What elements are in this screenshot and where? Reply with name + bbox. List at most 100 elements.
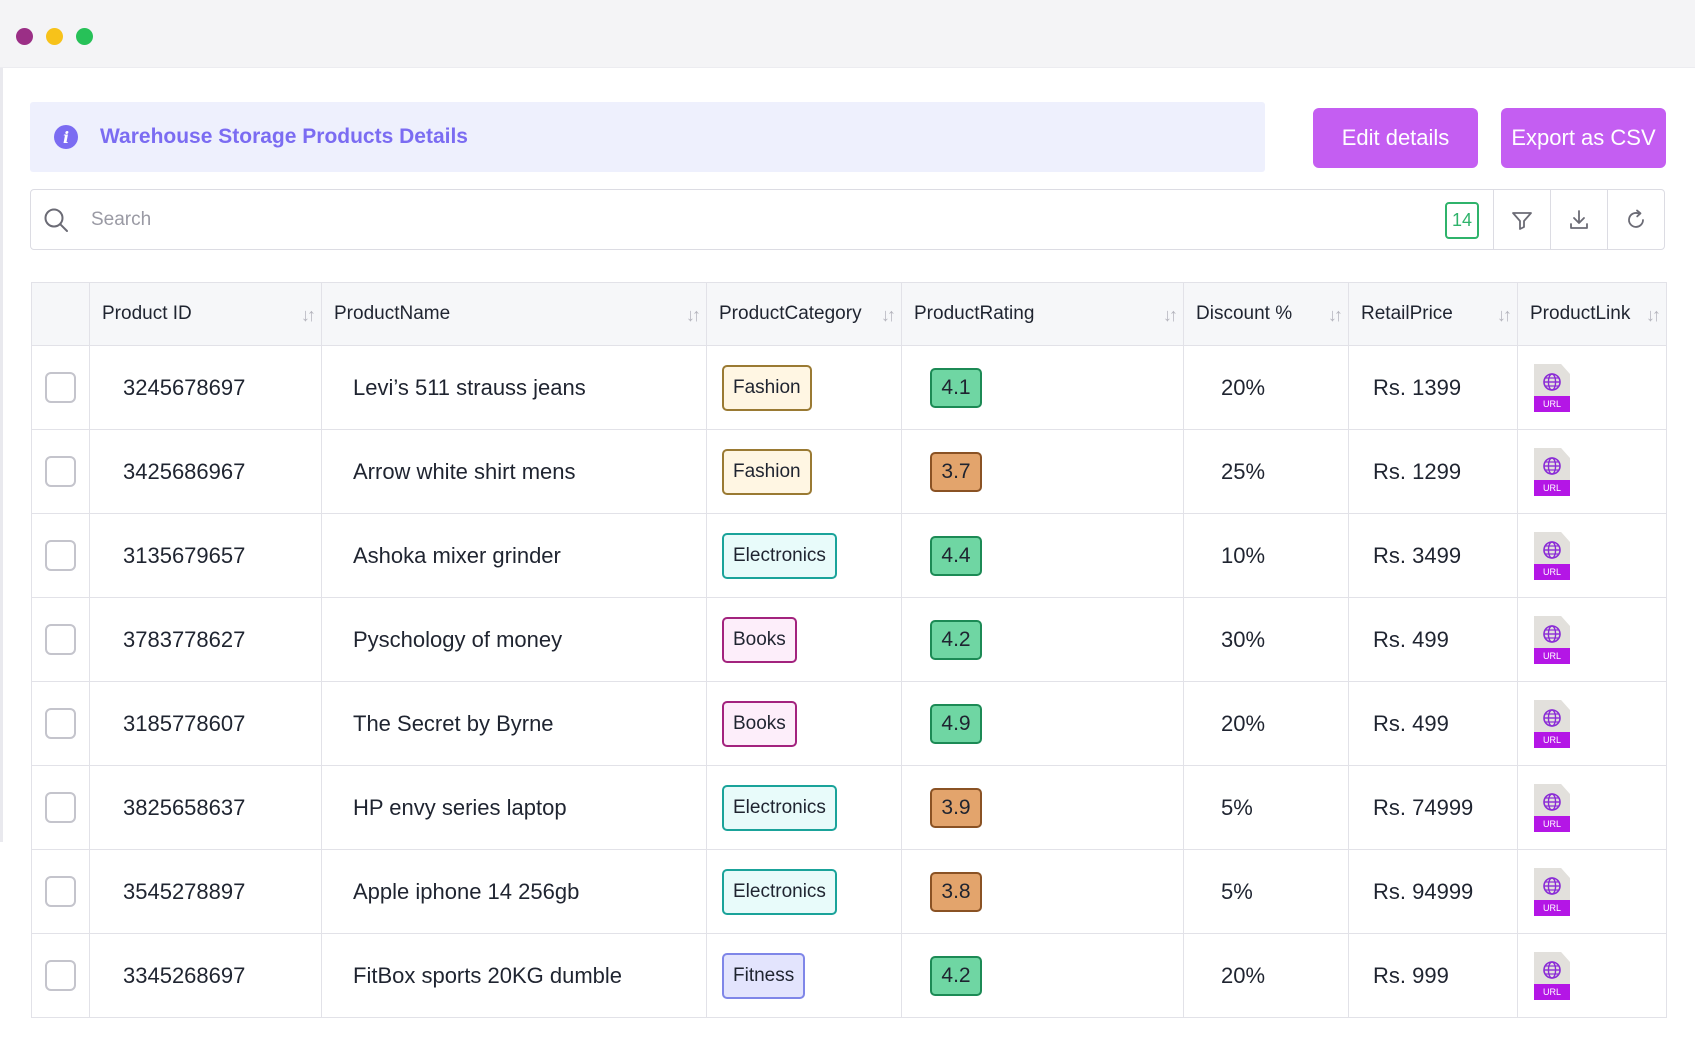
retail-price-cell: Rs. 499 <box>1348 681 1518 766</box>
rating-cell: 4.1 <box>901 345 1184 430</box>
retail-price-cell: Rs. 1299 <box>1348 429 1518 514</box>
retail-price-cell: Rs. 74999 <box>1348 765 1518 850</box>
globe-icon <box>1543 876 1561 895</box>
row-select-cell <box>31 513 90 598</box>
table-header-row: Product ID ↓↑ ProductName ↓↑ ProductCatego… <box>31 282 1667 346</box>
table-row[interactable]: 3783778627 Pyschology of money Books 4.2… <box>31 597 1667 682</box>
table-row[interactable]: 3345268697 FitBox sports 20KG dumble Fit… <box>31 933 1667 1018</box>
page-banner: i Warehouse Storage Products Details <box>30 102 1265 172</box>
url-file-icon[interactable]: URL <box>1534 951 1570 1000</box>
product-link-cell: URL <box>1517 345 1667 430</box>
product-id-cell: 3135679657 <box>89 513 322 598</box>
rating-cell: 3.8 <box>901 849 1184 934</box>
refresh-button[interactable] <box>1607 190 1664 249</box>
window-minimize-button[interactable] <box>46 28 63 45</box>
rating-cell: 3.9 <box>901 765 1184 850</box>
url-file-icon[interactable]: URL <box>1534 531 1570 580</box>
download-icon <box>1570 209 1588 229</box>
product-id-cell: 3245678697 <box>89 345 322 430</box>
url-file-icon[interactable]: URL <box>1534 615 1570 664</box>
product-name-cell: The Secret by Byrne <box>321 681 707 766</box>
url-file-icon[interactable]: URL <box>1534 447 1570 496</box>
sort-icon[interactable]: ↓↑ <box>1328 305 1343 325</box>
sort-icon[interactable]: ↓↑ <box>1497 305 1512 325</box>
row-select-cell <box>31 849 90 934</box>
row-checkbox[interactable] <box>45 456 76 487</box>
row-checkbox[interactable] <box>45 624 76 655</box>
row-checkbox[interactable] <box>45 792 76 823</box>
sort-icon[interactable]: ↓↑ <box>301 305 316 325</box>
row-select-cell <box>31 933 90 1018</box>
column-header-product-name[interactable]: ProductName ↓↑ <box>321 282 707 346</box>
url-label: URL <box>1534 983 1570 1000</box>
result-count-badge: 14 <box>1445 202 1479 239</box>
row-checkbox[interactable] <box>45 960 76 991</box>
column-header-discount[interactable]: Discount % ↓↑ <box>1183 282 1349 346</box>
row-select-cell <box>31 597 90 682</box>
category-cell: Electronics <box>706 765 902 850</box>
window-close-button[interactable] <box>16 28 33 45</box>
rating-cell: 4.9 <box>901 681 1184 766</box>
product-name-cell: Arrow white shirt mens <box>321 429 707 514</box>
row-checkbox[interactable] <box>45 372 76 403</box>
refresh-icon <box>1628 209 1644 228</box>
row-select-cell <box>31 765 90 850</box>
category-tag: Fitness <box>722 952 806 999</box>
retail-price-cell: Rs. 94999 <box>1348 849 1518 934</box>
table-row[interactable]: 3825658637 HP envy series laptop Electro… <box>31 765 1667 850</box>
url-label: URL <box>1534 479 1570 496</box>
row-select-cell <box>31 345 90 430</box>
row-checkbox[interactable] <box>45 708 76 739</box>
sort-icon[interactable]: ↓↑ <box>1646 305 1661 325</box>
column-label: RetailPrice <box>1361 303 1453 324</box>
product-name-cell: HP envy series laptop <box>321 765 707 850</box>
column-header-product-link[interactable]: ProductLink ↓↑ <box>1517 282 1667 346</box>
edit-details-button[interactable]: Edit details <box>1313 108 1478 168</box>
filter-button[interactable] <box>1493 190 1550 249</box>
sort-icon[interactable]: ↓↑ <box>686 305 701 325</box>
column-label: ProductRating <box>914 303 1035 324</box>
rating-badge: 4.1 <box>930 367 982 408</box>
window-titlebar <box>0 0 1695 68</box>
discount-cell: 5% <box>1183 849 1349 934</box>
rating-badge: 4.2 <box>930 955 982 996</box>
globe-icon <box>1543 540 1561 559</box>
column-header-product-rating[interactable]: ProductRating ↓↑ <box>901 282 1184 346</box>
row-checkbox[interactable] <box>45 540 76 571</box>
window-maximize-button[interactable] <box>76 28 93 45</box>
column-header-product-id[interactable]: Product ID ↓↑ <box>89 282 322 346</box>
url-file-icon[interactable]: URL <box>1534 699 1570 748</box>
product-id-cell: 3783778627 <box>89 597 322 682</box>
product-name-cell: FitBox sports 20KG dumble <box>321 933 707 1018</box>
row-select-cell <box>31 429 90 514</box>
table-row[interactable]: 3135679657 Ashoka mixer grinder Electron… <box>31 513 1667 598</box>
table-row[interactable]: 3245678697 Levi’s 511 strauss jeans Fash… <box>31 345 1667 430</box>
url-file-icon[interactable]: URL <box>1534 867 1570 916</box>
sort-icon[interactable]: ↓↑ <box>1163 305 1178 325</box>
category-tag: Electronics <box>722 784 837 831</box>
product-id-cell: 3825658637 <box>89 765 322 850</box>
column-header-product-category[interactable]: ProductCategory ↓↑ <box>706 282 902 346</box>
export-csv-button[interactable]: Export as CSV <box>1501 108 1666 168</box>
url-label: URL <box>1534 647 1570 664</box>
table-row[interactable]: 3425686967 Arrow white shirt mens Fashio… <box>31 429 1667 514</box>
url-file-icon[interactable]: URL <box>1534 363 1570 412</box>
row-checkbox[interactable] <box>45 876 76 907</box>
search-input[interactable] <box>91 202 1391 238</box>
discount-cell: 25% <box>1183 429 1349 514</box>
column-header-retail-price[interactable]: RetailPrice ↓↑ <box>1348 282 1518 346</box>
category-tag: Electronics <box>722 532 837 579</box>
table-row[interactable]: 3545278897 Apple iphone 14 256gb Electro… <box>31 849 1667 934</box>
rating-badge: 3.7 <box>930 451 982 492</box>
product-name-cell: Ashoka mixer grinder <box>321 513 707 598</box>
column-label: ProductName <box>334 303 451 324</box>
rating-badge: 3.9 <box>930 787 982 828</box>
download-button[interactable] <box>1550 190 1607 249</box>
table-row[interactable]: 3185778607 The Secret by Byrne Books 4.9… <box>31 681 1667 766</box>
column-label: Discount % <box>1196 303 1293 324</box>
globe-icon <box>1543 708 1561 727</box>
product-name-cell: Apple iphone 14 256gb <box>321 849 707 934</box>
sort-icon[interactable]: ↓↑ <box>881 305 896 325</box>
product-link-cell: URL <box>1517 933 1667 1018</box>
url-file-icon[interactable]: URL <box>1534 783 1570 832</box>
